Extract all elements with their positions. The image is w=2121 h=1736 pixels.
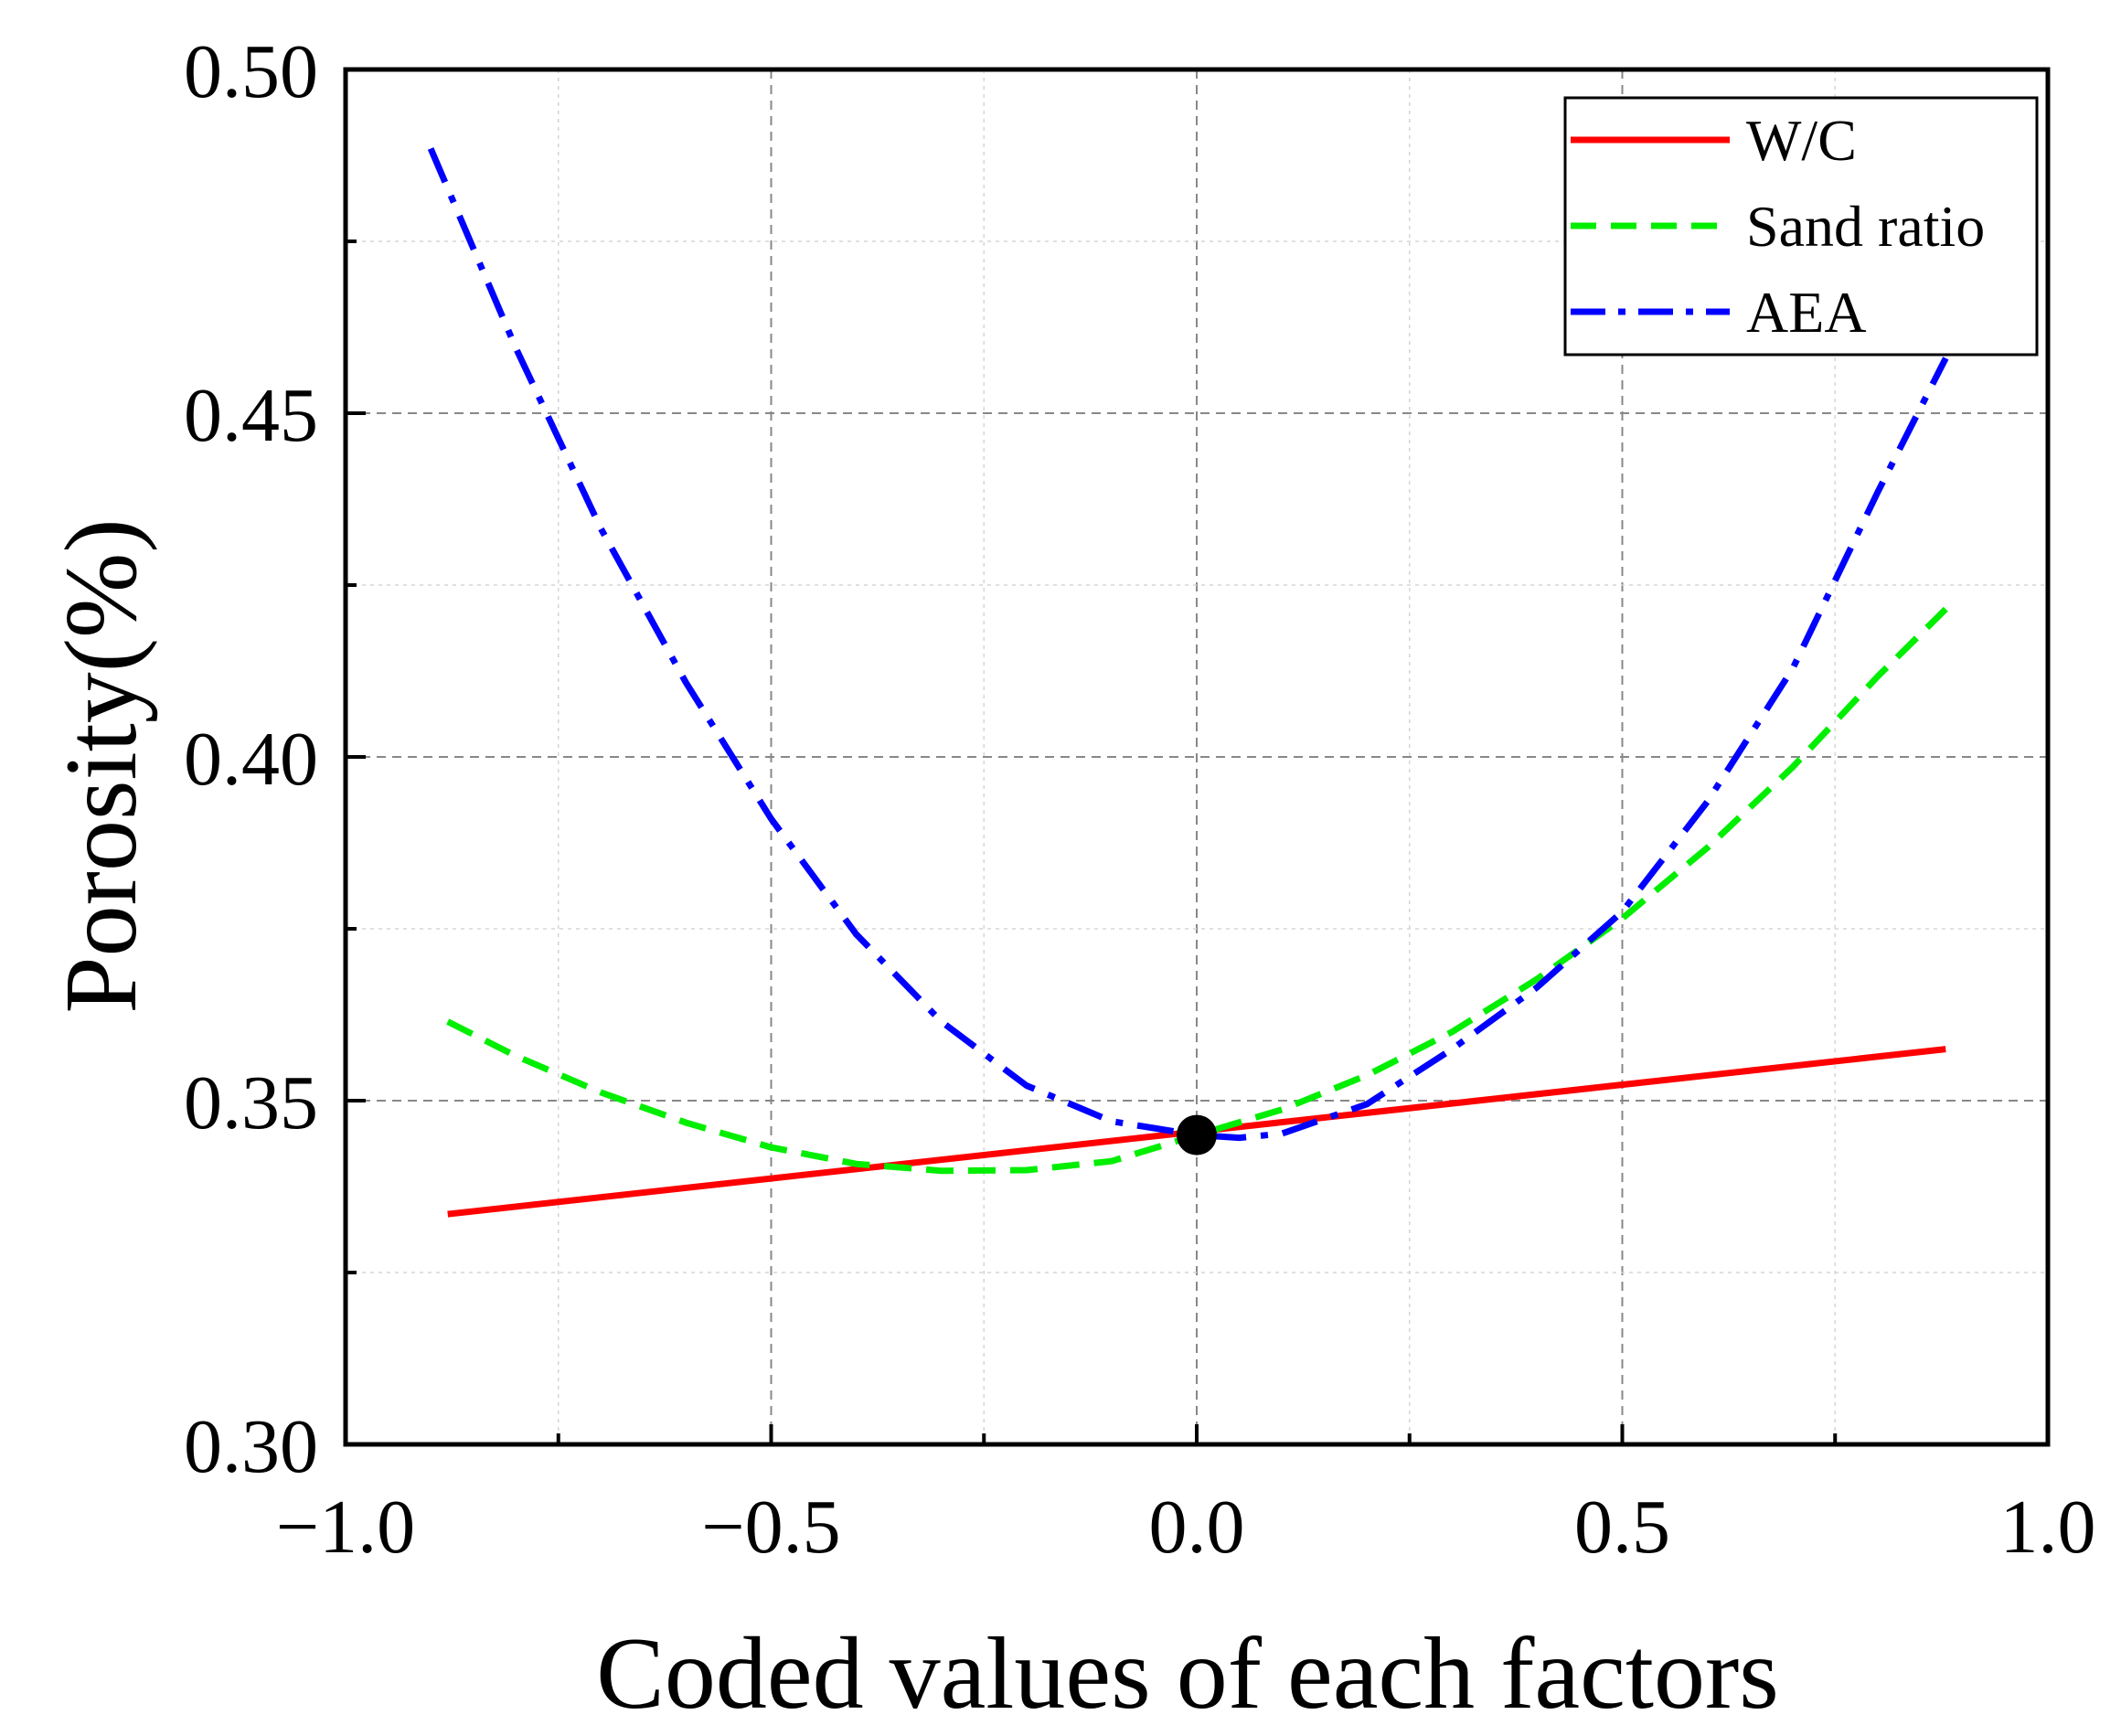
x-axis-title: Coded values of each factors	[596, 1617, 1779, 1731]
x-tick-label: 1.0	[2000, 1485, 2096, 1570]
y-axis-title: Porosity(%)	[45, 518, 158, 1013]
grid	[346, 69, 2048, 1444]
legend-label-aea: AEA	[1746, 280, 1867, 345]
legend-label-sand-ratio: Sand ratio	[1746, 194, 1985, 259]
axis-labels: −1.0 −0.5 0.0 0.5 1.0 0.30 0.35 0.40 0.45 0.50 Cod…	[45, 29, 2096, 1731]
y-tick-label: 0.35	[184, 1060, 318, 1145]
x-tick-label: 0.5	[1574, 1485, 1670, 1570]
plot-series	[427, 147, 1949, 1218]
x-tick-label: −0.5	[701, 1485, 840, 1570]
x-tick-label: 0.0	[1149, 1485, 1245, 1570]
series-line-aea	[427, 147, 1949, 1142]
y-tick-label: 0.50	[184, 29, 318, 114]
y-tick-label: 0.30	[184, 1404, 318, 1489]
axis-ticks	[344, 68, 2050, 1446]
y-tick-label: 0.45	[184, 373, 318, 458]
x-tick-label: −1.0	[276, 1485, 415, 1570]
center-point-marker	[1177, 1114, 1217, 1156]
legend: W/C Sand ratio AEA	[1563, 96, 2039, 357]
y-tick-label: 0.40	[184, 717, 318, 802]
legend-label-w-c: W/C	[1746, 108, 1857, 173]
